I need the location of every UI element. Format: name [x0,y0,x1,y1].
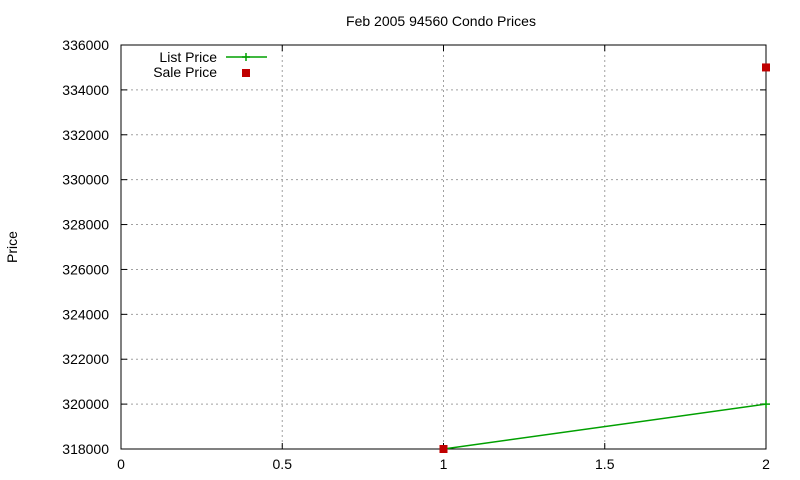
legend-item-sale-price: Sale Price [153,64,250,80]
x-tick-label: 0.5 [273,456,293,472]
x-tick-label: 2 [762,456,770,472]
chart-title: Feb 2005 94560 Condo Prices [346,13,536,29]
tick-labels: 0 0.5 1 1.5 2 318000 320000 322000 324000 326000 3… [62,37,770,472]
legend-marker [242,69,250,77]
x-tick-label: 0 [117,456,125,472]
list-price-line [443,403,767,450]
grid [121,45,766,449]
y-tick-label: 318000 [62,441,109,457]
sale-price-point [762,63,770,72]
y-tick-label: 326000 [62,261,109,277]
x-tick-label: 1.5 [595,456,615,472]
y-tick-label: 322000 [62,351,109,367]
series-sale-price [439,63,770,453]
legend-label: Sale Price [153,64,217,80]
y-axis-label: Price [4,231,20,263]
y-tick-label: 330000 [62,172,109,188]
y-tick-label: 336000 [62,37,109,53]
plot-area [439,63,770,453]
list-price-point [762,400,770,409]
legend-marker [242,53,250,61]
y-tick-label: 334000 [62,82,109,98]
x-tick-label: 1 [440,456,448,472]
legend-item-list-price: List Price [159,49,267,65]
sale-price-point [439,445,448,453]
y-tick-label: 320000 [62,396,109,412]
y-tick-label: 332000 [62,127,109,143]
y-tick-label: 328000 [62,217,109,233]
y-tick-label: 324000 [62,306,109,322]
legend-label: List Price [159,49,217,65]
